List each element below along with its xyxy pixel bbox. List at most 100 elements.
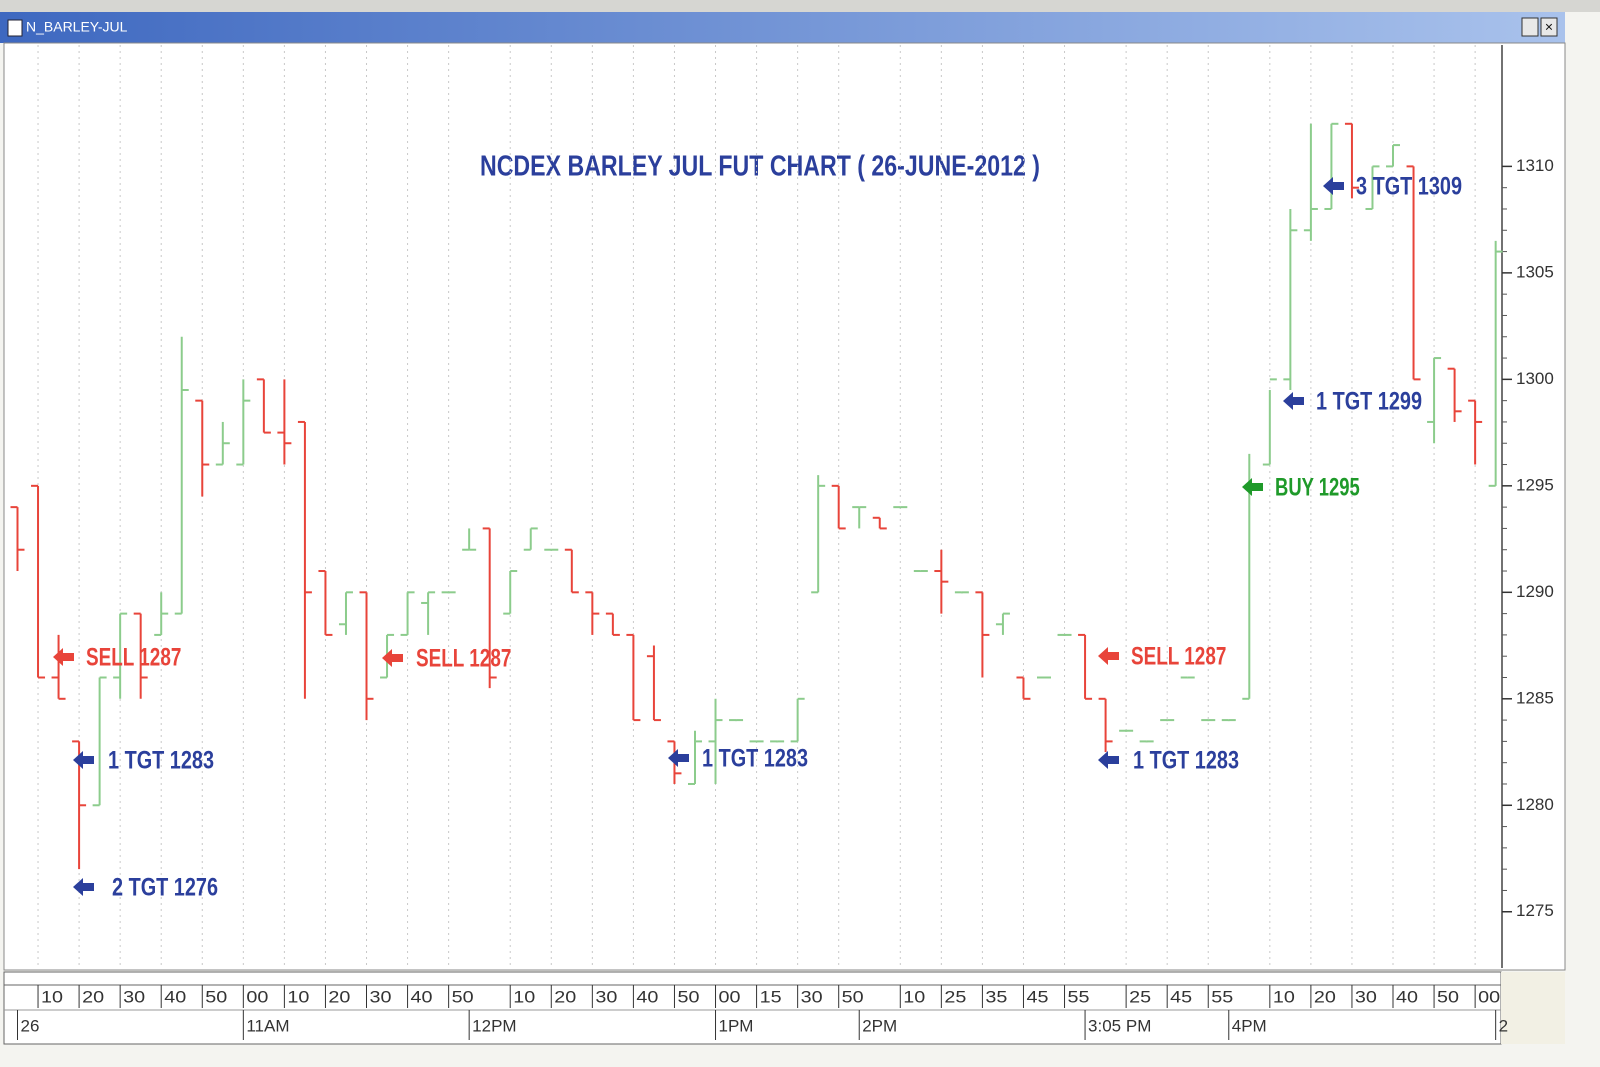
ohlc-bar bbox=[1119, 729, 1134, 732]
ohlc-bar bbox=[1221, 719, 1236, 722]
x-tick-label: 30 bbox=[123, 987, 145, 1006]
annotation-label: 1 TGT 1283 bbox=[108, 747, 214, 775]
x-tick-label: 25 bbox=[944, 987, 966, 1006]
ohlc-bar bbox=[236, 379, 251, 466]
ohlc-bar bbox=[1201, 719, 1216, 722]
x-tick-label: 45 bbox=[1026, 987, 1048, 1006]
ohlc-bar bbox=[872, 516, 887, 530]
y-tick-label: 1285 bbox=[1516, 688, 1554, 707]
x-tick-label: 55 bbox=[1068, 987, 1090, 1006]
x-tick-label: 10 bbox=[41, 987, 63, 1006]
ohlc-bar bbox=[421, 591, 436, 635]
x-major-label: 2 bbox=[1499, 1016, 1508, 1035]
ohlc-bar bbox=[297, 420, 312, 699]
x-tick-label: 50 bbox=[205, 987, 227, 1006]
ohlc-bar bbox=[790, 697, 805, 743]
ohlc-bar bbox=[195, 399, 210, 497]
x-major-label: 11AM bbox=[246, 1016, 289, 1035]
x-tick-label: 25 bbox=[1129, 987, 1151, 1006]
x-tick-label: 50 bbox=[1437, 987, 1459, 1006]
annotation-label: 1 TGT 1283 bbox=[1133, 747, 1239, 775]
toolbar-strip bbox=[0, 0, 1600, 12]
window-icon bbox=[7, 19, 23, 37]
ohlc-bar bbox=[770, 740, 785, 743]
ohlc-bar bbox=[1468, 399, 1483, 465]
x-tick-label: 40 bbox=[411, 987, 433, 1006]
annotation-arrow bbox=[1242, 478, 1263, 496]
annotation-arrow bbox=[73, 878, 94, 896]
ohlc-bar bbox=[462, 528, 477, 551]
y-tick-label: 1305 bbox=[1516, 262, 1554, 281]
x-tick-label: 30 bbox=[1355, 987, 1377, 1006]
ohlc-bar bbox=[256, 378, 271, 434]
x-tick-label: 00 bbox=[246, 987, 268, 1006]
ohlc-bar bbox=[1160, 719, 1175, 722]
ohlc-bar bbox=[831, 484, 846, 530]
plot-area bbox=[3, 42, 1566, 971]
ohlc-bar bbox=[605, 612, 620, 636]
x-tick-label: 30 bbox=[370, 987, 392, 1006]
ohlc-bar bbox=[133, 612, 148, 699]
annotation-arrow bbox=[1098, 751, 1119, 769]
x-major-label: 2PM bbox=[862, 1016, 897, 1035]
x-tick-label: 30 bbox=[801, 987, 823, 1006]
annotation-arrow bbox=[668, 749, 689, 767]
ohlc-bar bbox=[1488, 240, 1503, 487]
x-major-label: 1PM bbox=[719, 1016, 754, 1035]
close-button[interactable] bbox=[1540, 17, 1558, 37]
annotation-label: SELL 1287 bbox=[86, 644, 181, 672]
ohlc-bar bbox=[811, 475, 826, 594]
y-tick-label: 1295 bbox=[1516, 475, 1554, 494]
ohlc-bar bbox=[626, 633, 641, 722]
ohlc-bar bbox=[154, 592, 169, 636]
ohlc-bar bbox=[1037, 676, 1051, 679]
ohlc-bar bbox=[503, 570, 518, 615]
ohlc-bar bbox=[1406, 165, 1421, 381]
x-tick-label: 40 bbox=[636, 987, 658, 1006]
ohlc-bar bbox=[482, 527, 497, 689]
annotation-arrow bbox=[53, 648, 74, 666]
ohlc-bar bbox=[359, 591, 374, 721]
title-bar bbox=[0, 12, 1565, 43]
ohlc-bar bbox=[1365, 165, 1380, 210]
chart-title: NCDEX BARLEY JUL FUT CHART ( 26-JUNE-201… bbox=[480, 151, 1040, 183]
x-tick-label: 40 bbox=[1396, 987, 1418, 1006]
x-tick-label: 55 bbox=[1211, 987, 1233, 1006]
annotation-label: BUY 1295 bbox=[1275, 474, 1360, 502]
restore-button[interactable] bbox=[1521, 17, 1539, 37]
ohlc-bar bbox=[975, 591, 990, 678]
ohlc-bar bbox=[1016, 676, 1031, 700]
ohlc-bar bbox=[1386, 144, 1401, 168]
ohlc-bar bbox=[954, 591, 969, 594]
x-tick-label: 00 bbox=[1478, 987, 1500, 1006]
ohlc-bar bbox=[1057, 633, 1072, 636]
window-title: N_BARLEY-JUL bbox=[26, 19, 128, 35]
x-tick-label: 30 bbox=[595, 987, 617, 1006]
annotation-label: SELL 1287 bbox=[416, 645, 511, 673]
ohlc-bar bbox=[1303, 123, 1318, 241]
ohlc-bar bbox=[1262, 378, 1277, 466]
x-tick-label: 10 bbox=[1273, 987, 1295, 1006]
ohlc-bar bbox=[51, 634, 66, 700]
ohlc-bar bbox=[852, 506, 867, 529]
ohlc-bar bbox=[174, 336, 189, 615]
close-icon: × bbox=[1545, 19, 1553, 35]
x-axis-area bbox=[3, 971, 1502, 1045]
ohlc-bar bbox=[544, 548, 559, 551]
annotation-arrow bbox=[73, 751, 94, 769]
ohlc-bar bbox=[441, 591, 456, 594]
axis-corner bbox=[1501, 972, 1565, 1044]
ohlc-bar bbox=[646, 645, 661, 722]
x-tick-label: 10 bbox=[513, 987, 535, 1006]
ohlc-bar bbox=[1447, 367, 1462, 422]
x-tick-label: 15 bbox=[760, 987, 782, 1006]
annotation-arrow bbox=[1283, 392, 1304, 410]
y-tick-label: 1310 bbox=[1516, 156, 1554, 175]
x-tick-label: 45 bbox=[1170, 987, 1192, 1006]
ohlc-bar bbox=[10, 506, 25, 572]
annotation-arrow bbox=[1323, 177, 1344, 195]
ohlc-bar bbox=[215, 421, 230, 466]
ohlc-bar bbox=[1180, 676, 1195, 679]
annotation-arrow bbox=[382, 649, 403, 667]
